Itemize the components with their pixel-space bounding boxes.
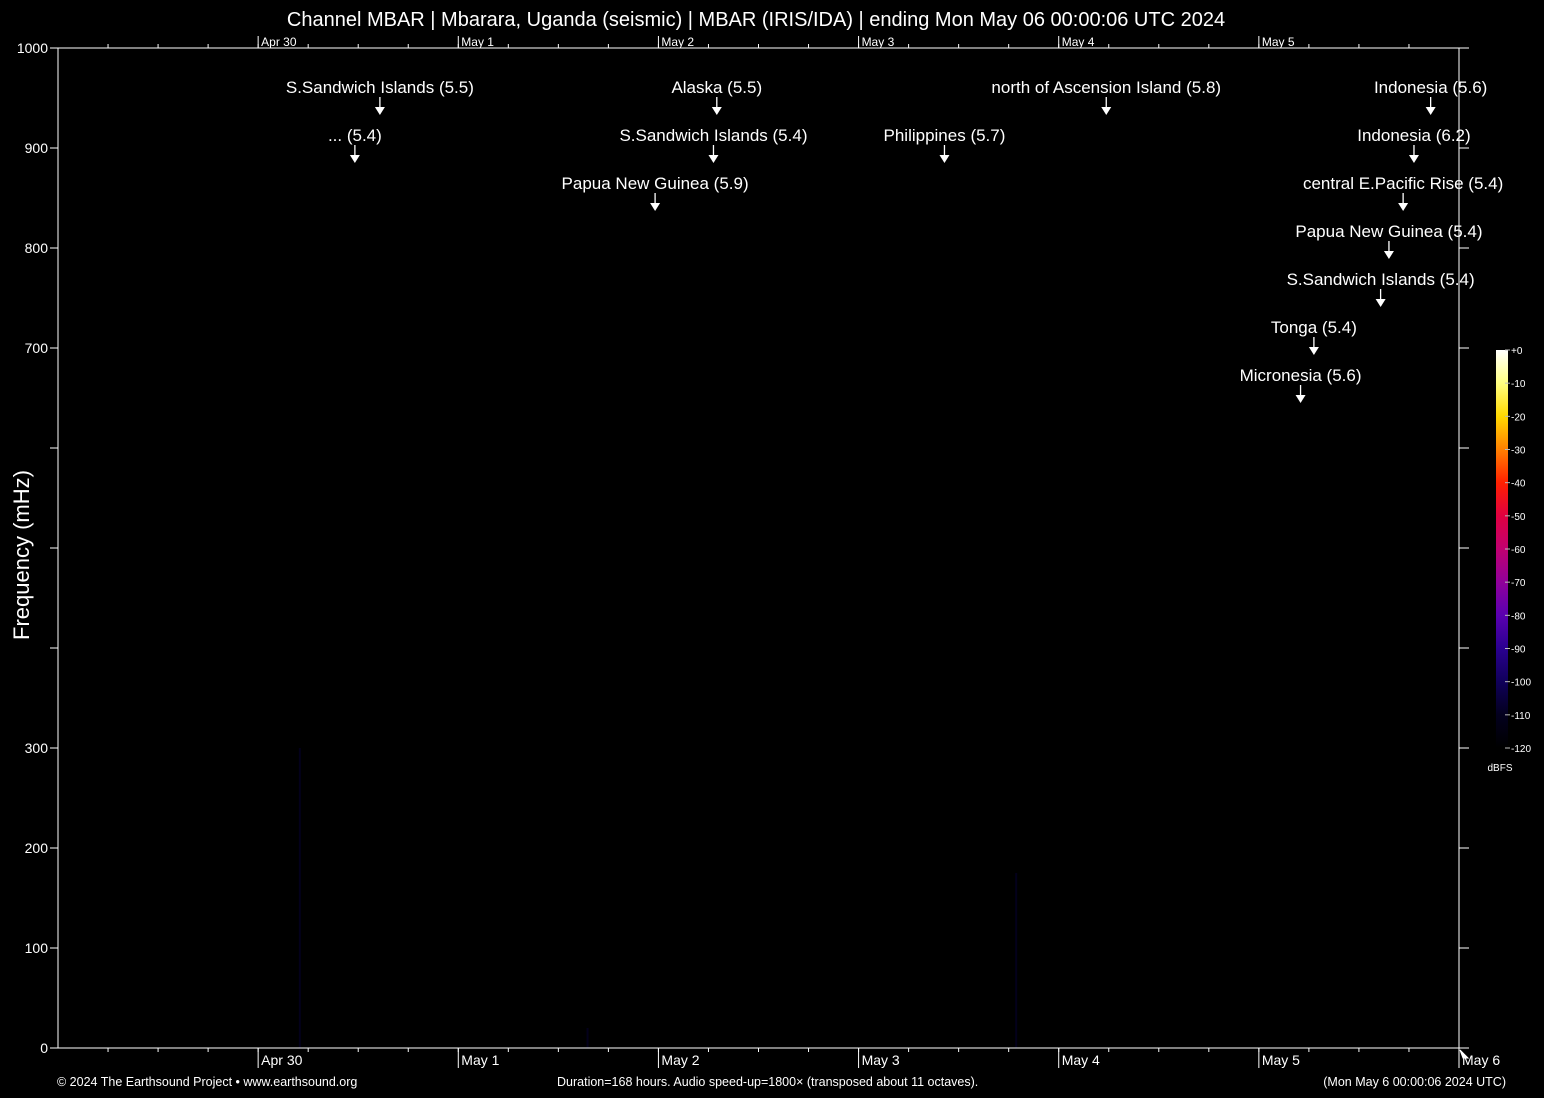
x-tick-label: May 3: [862, 1052, 900, 1068]
colorbar-tick-label: -70: [1511, 578, 1526, 589]
event-arrow-icon: [1295, 395, 1306, 403]
signal-streak: [298, 748, 301, 1048]
signal-streak: [586, 1028, 589, 1048]
event-label: Papua New Guinea (5.4): [1295, 222, 1482, 241]
plot-area: [58, 48, 1459, 1048]
event-label: central E.Pacific Rise (5.4): [1303, 174, 1503, 193]
x-tick-label: May 5: [1262, 1052, 1300, 1068]
y-tick-label: 700: [25, 340, 49, 356]
event-arrow-icon: [1101, 107, 1112, 115]
y-tick-label: 0: [40, 1040, 48, 1056]
event-arrow-icon: [1425, 107, 1436, 115]
colorbar-tick-label: -100: [1511, 678, 1531, 689]
x-tick-label-top: May 2: [661, 35, 694, 49]
event-label: Alaska (5.5): [671, 78, 762, 97]
x-tick-label-top: May 4: [1062, 35, 1095, 49]
x-tick-label: May 6: [1462, 1052, 1500, 1068]
colorbar-tick-label: -120: [1511, 744, 1531, 755]
x-tick-label: May 1: [461, 1052, 499, 1068]
colorbar-tick-label: -10: [1511, 379, 1526, 390]
event-label: Papua New Guinea (5.9): [562, 174, 749, 193]
noise-band: [58, 968, 434, 1048]
event-arrow-icon: [1308, 347, 1319, 355]
event-arrow-icon: [374, 107, 385, 115]
colorbar-tick-label: -30: [1511, 446, 1526, 457]
event-arrow-icon: [939, 155, 950, 163]
y-tick-label: 300: [25, 740, 49, 756]
signal-streak: [1015, 873, 1018, 1048]
colorbar-tick-label: -90: [1511, 645, 1526, 656]
x-tick-label-top: May 1: [461, 35, 494, 49]
y-tick-label: 800: [25, 240, 49, 256]
x-tick-label-top: May 3: [862, 35, 895, 49]
colorbar-unit-label: dBFS: [1487, 763, 1512, 774]
colorbar-tick-label: -60: [1511, 545, 1526, 556]
event-arrow-icon: [708, 155, 719, 163]
event-label: Indonesia (6.2): [1357, 126, 1470, 145]
chart-title: Channel MBAR | Mbarara, Uganda (seismic)…: [286, 9, 1226, 31]
event-label: north of Ascension Island (5.8): [991, 78, 1221, 97]
event-arrow-icon: [1383, 251, 1394, 259]
colorbar-tick-label: -40: [1511, 479, 1526, 490]
footer-copyright: © 2024 The Earthsound Project • www.eart…: [57, 1075, 358, 1089]
event-label: Philippines (5.7): [884, 126, 1006, 145]
y-tick-label: 900: [25, 140, 49, 156]
event-label: Tonga (5.4): [1271, 318, 1357, 337]
event-arrow-icon: [650, 203, 661, 211]
y-tick-label: 200: [25, 840, 49, 856]
colorbar-tick-label: -50: [1511, 512, 1526, 523]
colorbar-tick-label: -80: [1511, 611, 1526, 622]
x-tick-label: May 4: [1062, 1052, 1100, 1068]
event-label: S.Sandwich Islands (5.4): [619, 126, 807, 145]
colorbar-tick-label: +0: [1511, 346, 1523, 357]
end-marker-icon: [1459, 1049, 1470, 1059]
footer-end-time: (Mon May 6 00:00:06 2024 UTC): [1323, 1075, 1506, 1089]
event-arrow-icon: [1398, 203, 1409, 211]
colorbar-tick-label: -110: [1511, 711, 1531, 722]
colorbar-tick-label: -20: [1511, 412, 1526, 423]
event-label: S.Sandwich Islands (5.4): [1287, 270, 1475, 289]
event-label: S.Sandwich Islands (5.5): [286, 78, 474, 97]
footer-duration: Duration=168 hours. Audio speed-up=1800×…: [557, 1075, 979, 1089]
event-arrow-icon: [349, 155, 360, 163]
x-tick-label-top: May 5: [1262, 35, 1295, 49]
event-label: Micronesia (5.6): [1240, 366, 1362, 385]
event-arrow-icon: [1408, 155, 1419, 163]
event-arrow-icon: [1375, 299, 1386, 307]
x-tick-label: May 2: [661, 1052, 699, 1068]
x-tick-label-top: Apr 30: [261, 35, 297, 49]
event-label: Indonesia (5.6): [1374, 78, 1487, 97]
event-arrow-icon: [711, 107, 722, 115]
y-tick-label: 100: [25, 940, 49, 956]
event-label: ... (5.4): [328, 126, 382, 145]
y-tick-label: 1000: [17, 40, 48, 56]
x-tick-label: Apr 30: [261, 1052, 302, 1068]
